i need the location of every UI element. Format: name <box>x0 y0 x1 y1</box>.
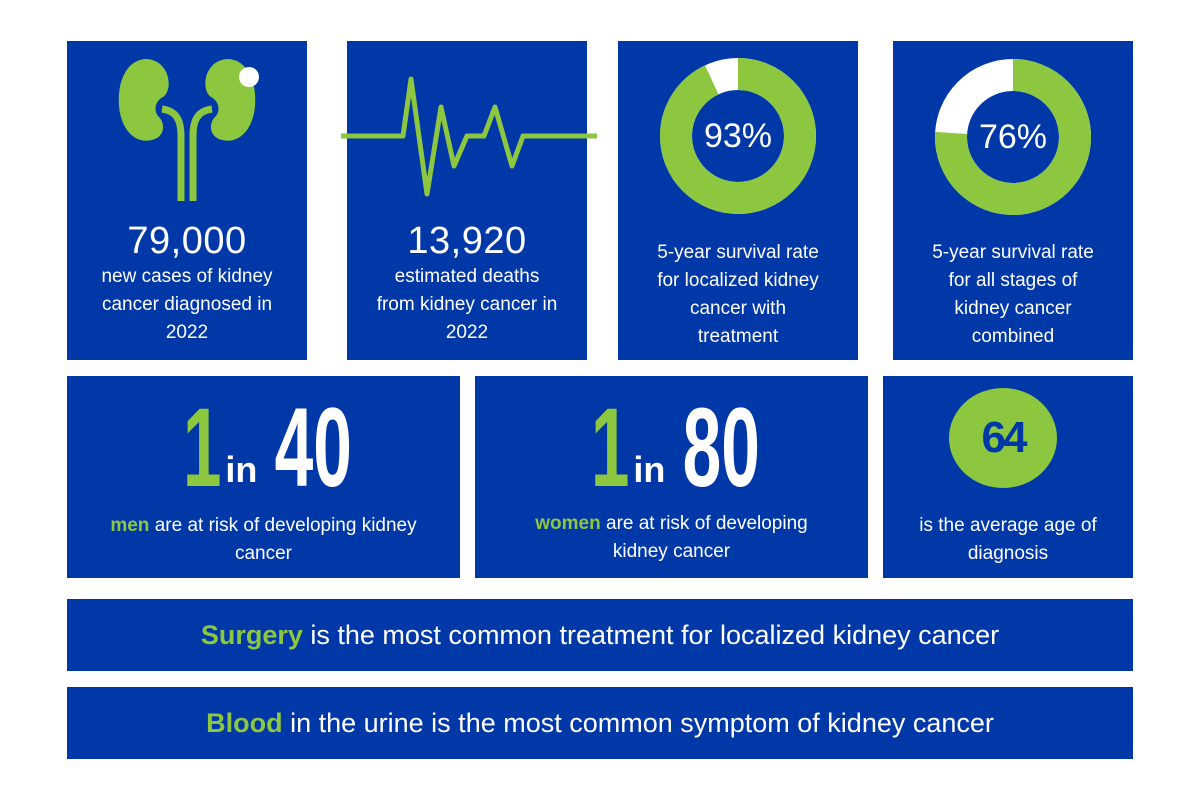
women-risk-ratio: 1 in 80 <box>475 385 868 510</box>
donut-chart-76-icon <box>935 59 1091 215</box>
survival-all-line2: for all stages of <box>948 270 1078 291</box>
surgery-rest: is the most common treatment for localiz… <box>302 620 1000 650</box>
blood-banner: Blood in the urine is the most common sy… <box>67 687 1133 759</box>
avg-age-desc-line2: diagnosis <box>967 543 1049 564</box>
survival-localized-line2: for localized kidney <box>657 270 819 291</box>
survival-localized-line3: cancer with <box>689 298 787 319</box>
deaths-desc-line2: from kidney cancer in <box>376 294 558 315</box>
avg-age-card: 64 is the average age of diagnosis <box>883 376 1133 578</box>
donut-chart-93-icon <box>660 58 816 214</box>
survival-all-line3: kidney cancer <box>954 298 1072 319</box>
survival-localized-line1: 5-year survival rate <box>657 242 819 263</box>
new-cases-desc-line3: 2022 <box>165 322 209 343</box>
age-badge-icon: 64 <box>949 388 1057 488</box>
survival-localized-card: 93% 5-year survival rate for localized k… <box>618 41 858 360</box>
deaths-desc-line1: estimated deaths <box>394 266 540 287</box>
new-cases-desc-line2: cancer diagnosed in <box>101 294 273 315</box>
women-risk-in: in <box>633 449 666 490</box>
new-cases-card: 79,000 new cases of kidney cancer diagno… <box>67 41 307 360</box>
women-risk-desc-line1: women are at risk of developing <box>475 510 868 538</box>
men-risk-ratio: 1 in 40 <box>67 385 460 510</box>
avg-age-desc-line1: is the average age of <box>919 515 1097 536</box>
survival-all-card: 76% 5-year survival rate for all stages … <box>893 41 1133 360</box>
women-risk-desc-line2: kidney cancer <box>612 541 731 562</box>
survival-localized-value: 93% <box>703 116 773 155</box>
survival-localized-line4: treatment <box>697 326 779 347</box>
men-risk-desc-line2: cancer <box>234 543 293 564</box>
men-risk-in: in <box>225 449 258 490</box>
survival-all-value: 76% <box>978 117 1048 156</box>
survival-all-line1: 5-year survival rate <box>932 242 1094 263</box>
women-risk-numerator: 1 <box>590 385 630 510</box>
men-risk-denominator: 40 <box>275 385 353 510</box>
women-risk-denominator: 80 <box>683 385 761 510</box>
men-risk-desc-line1: men are at risk of developing kidney <box>67 512 460 540</box>
heartbeat-icon <box>341 76 597 197</box>
deaths-card: 13,920 estimated deaths from kidney canc… <box>341 41 597 360</box>
new-cases-desc-line1: new cases of kidney <box>101 266 273 287</box>
men-highlight: men <box>110 515 150 536</box>
kidneys-icon <box>118 59 259 201</box>
men-risk-desc-rest: are at risk of developing kidney <box>149 515 417 536</box>
avg-age-value: 64 <box>981 413 1028 462</box>
deaths-desc-line3: 2022 <box>445 322 489 343</box>
survival-all-line4: combined <box>971 326 1055 347</box>
blood-highlight: Blood <box>206 708 283 738</box>
new-cases-value: 79,000 <box>127 220 247 262</box>
women-risk-card: 1 in 80 women are at risk of developing … <box>475 376 868 578</box>
men-risk-numerator: 1 <box>182 385 222 510</box>
women-risk-desc-rest: are at risk of developing <box>600 513 808 534</box>
women-highlight: women <box>535 513 601 534</box>
surgery-highlight: Surgery <box>200 620 303 650</box>
surgery-banner: Surgery is the most common treatment for… <box>67 599 1133 671</box>
blood-rest: in the urine is the most common symptom … <box>282 708 994 738</box>
men-risk-card: 1 in 40 men are at risk of developing ki… <box>67 376 460 578</box>
deaths-value: 13,920 <box>407 220 527 262</box>
